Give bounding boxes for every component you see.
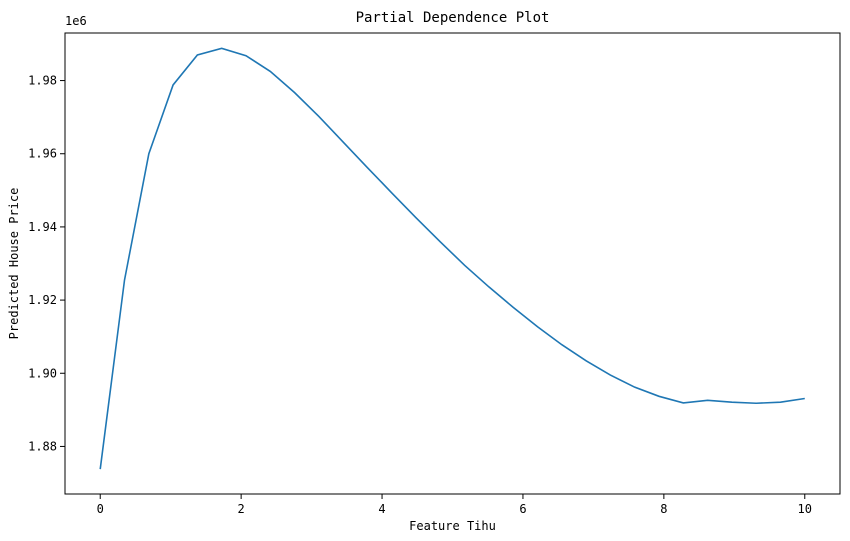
x-tick-label: 10 (798, 502, 812, 516)
axes-frame (64, 32, 841, 495)
x-axis-label: Feature Tihu (409, 519, 496, 533)
x-axis-ticks: 0 2 4 6 8 10 (97, 494, 812, 516)
series-line (99, 47, 805, 470)
x-tick-label: 8 (660, 502, 667, 516)
chart-title: Partial Dependence Plot (356, 10, 550, 26)
y-axis-label: Predicted House Price (7, 188, 21, 340)
y-tick-label: 1.88 (28, 439, 57, 453)
y-axis-ticks: 1.88 1.90 1.92 1.94 1.96 1.98 (28, 74, 65, 453)
x-tick-label: 6 (519, 502, 526, 516)
y-tick-label: 1.92 (28, 293, 57, 307)
y-offset-label: 1e6 (65, 14, 87, 28)
x-tick-label: 4 (378, 502, 385, 516)
plot-area: 0 2 4 6 8 10 1.88 1.90 1.92 1.94 1.96 1.98 (28, 32, 841, 516)
y-tick-label: 1.98 (28, 74, 57, 88)
y-tick-label: 1.96 (28, 147, 57, 161)
x-tick-label: 2 (238, 502, 245, 516)
x-tick-label: 0 (97, 502, 104, 516)
y-tick-label: 1.94 (28, 220, 57, 234)
y-tick-label: 1.90 (28, 366, 57, 380)
